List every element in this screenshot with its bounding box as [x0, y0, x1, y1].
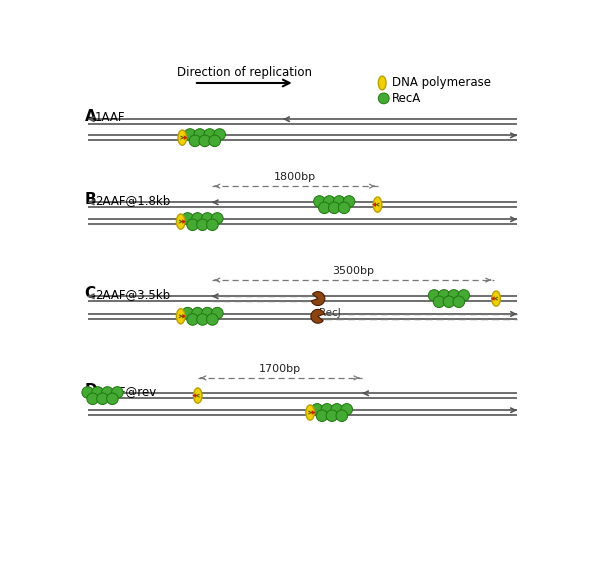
Circle shape [196, 219, 208, 230]
Text: C: C [84, 286, 96, 301]
Circle shape [214, 128, 225, 140]
Text: B: B [84, 192, 96, 207]
Polygon shape [372, 202, 376, 207]
Ellipse shape [306, 405, 314, 420]
Circle shape [182, 213, 194, 224]
Circle shape [428, 290, 440, 301]
Circle shape [184, 128, 196, 140]
Circle shape [182, 308, 194, 319]
Circle shape [202, 213, 213, 224]
Text: 2AAF@3.5kb: 2AAF@3.5kb [94, 288, 170, 301]
Circle shape [211, 308, 223, 319]
Circle shape [206, 314, 218, 325]
Circle shape [199, 135, 211, 147]
Circle shape [319, 202, 330, 214]
Circle shape [338, 202, 350, 214]
Circle shape [82, 386, 93, 398]
Circle shape [323, 196, 335, 207]
Ellipse shape [176, 214, 185, 229]
Circle shape [453, 296, 465, 308]
Circle shape [333, 196, 345, 207]
Circle shape [211, 213, 223, 224]
Circle shape [189, 135, 201, 147]
Ellipse shape [194, 388, 202, 403]
Circle shape [343, 196, 355, 207]
Circle shape [97, 393, 109, 404]
Polygon shape [184, 135, 188, 140]
Text: 2AAF@rev: 2AAF@rev [94, 385, 156, 398]
Polygon shape [182, 314, 186, 319]
Circle shape [433, 296, 445, 308]
Circle shape [192, 213, 204, 224]
Circle shape [438, 290, 450, 301]
Circle shape [92, 386, 103, 398]
Text: DNA polymerase: DNA polymerase [392, 77, 490, 89]
Circle shape [101, 386, 113, 398]
Ellipse shape [178, 130, 186, 145]
Circle shape [326, 410, 337, 422]
Circle shape [87, 393, 99, 404]
Circle shape [202, 308, 213, 319]
Circle shape [329, 202, 340, 214]
Circle shape [206, 219, 218, 230]
Text: 1AAF: 1AAF [94, 111, 125, 124]
Text: D: D [84, 383, 97, 398]
Circle shape [192, 308, 204, 319]
Circle shape [336, 410, 348, 422]
Wedge shape [312, 291, 325, 305]
Polygon shape [491, 296, 494, 301]
Circle shape [443, 296, 455, 308]
Circle shape [316, 410, 328, 422]
Text: RecJ: RecJ [319, 308, 341, 318]
Circle shape [314, 196, 325, 207]
Circle shape [448, 290, 460, 301]
Circle shape [187, 314, 198, 325]
Ellipse shape [492, 291, 500, 306]
Circle shape [187, 219, 198, 230]
Circle shape [194, 128, 206, 140]
Wedge shape [311, 309, 324, 323]
Text: A: A [84, 109, 96, 124]
Circle shape [331, 404, 343, 415]
Text: 1800bp: 1800bp [274, 172, 316, 183]
Circle shape [312, 404, 323, 415]
Text: RecA: RecA [392, 92, 421, 105]
Polygon shape [182, 219, 186, 224]
Circle shape [112, 386, 123, 398]
Text: 3500bp: 3500bp [332, 266, 373, 276]
Circle shape [107, 393, 118, 404]
Ellipse shape [378, 76, 386, 90]
Ellipse shape [176, 309, 185, 324]
Circle shape [196, 314, 208, 325]
Circle shape [458, 290, 470, 301]
Circle shape [204, 128, 215, 140]
Text: Direction of replication: Direction of replication [177, 66, 312, 79]
Ellipse shape [373, 197, 382, 213]
Text: 1700bp: 1700bp [259, 364, 301, 374]
Polygon shape [192, 393, 196, 398]
Polygon shape [312, 410, 316, 415]
Circle shape [209, 135, 221, 147]
Circle shape [321, 404, 333, 415]
Circle shape [341, 404, 353, 415]
Circle shape [378, 93, 389, 104]
Text: 2AAF@1.8kb: 2AAF@1.8kb [94, 194, 170, 207]
